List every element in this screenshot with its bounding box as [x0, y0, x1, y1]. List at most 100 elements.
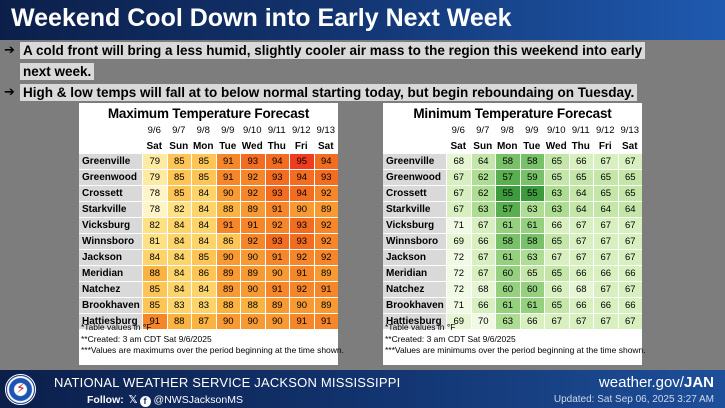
temp-cell: 67: [617, 250, 642, 266]
temp-cell: 68: [446, 154, 471, 170]
temp-cell: 61: [495, 298, 520, 314]
max-temp-table: 9/6 9/7 9/8 9/9 9/10 9/11 9/12 9/13 Sat Sun Mon Tue…: [79, 122, 338, 330]
day-header: Fri: [598, 140, 612, 152]
header-bar: Weekend Cool Down into Early Next Week: [0, 0, 725, 40]
table-row: Jackson 84 84 85 90 90 91 92 92: [79, 250, 338, 266]
temp-cell: 57: [495, 170, 520, 186]
temp-cell: 78: [142, 202, 167, 218]
temp-cell: 67: [544, 250, 569, 266]
temp-cell: 92: [240, 186, 265, 202]
temp-cell: 91: [264, 250, 289, 266]
temp-cell: 57: [495, 202, 520, 218]
table-row: Vicksburg 71 67 61 61 66 67 67 67: [383, 218, 642, 234]
table-row: Brookhaven 85 83 83 88 88 89 90 89: [79, 298, 338, 314]
temp-cell: 94: [313, 154, 338, 170]
temp-cell: 90: [264, 314, 289, 330]
temp-cell: 84: [191, 282, 216, 298]
date-header: 9/8: [196, 124, 210, 136]
city-name: Vicksburg: [383, 218, 446, 234]
corner-cell: [79, 138, 142, 154]
temp-cell: 93: [313, 170, 338, 186]
temp-cell: 85: [191, 250, 216, 266]
temp-cell: 89: [215, 266, 240, 282]
temp-cell: 84: [166, 266, 191, 282]
temp-cell: 85: [166, 186, 191, 202]
temp-cell: 65: [544, 266, 569, 282]
social-handle[interactable]: @NWSJacksonMS: [153, 394, 243, 406]
temp-cell: 65: [519, 266, 544, 282]
max-temp-notes: *Table values in °F **Created: 3 am CDT …: [81, 322, 344, 357]
temp-cell: 63: [544, 202, 569, 218]
temp-cell: 89: [240, 266, 265, 282]
temp-cell: 85: [166, 170, 191, 186]
temp-cell: 91: [289, 266, 314, 282]
facebook-icon[interactable]: f: [139, 396, 151, 407]
temp-cell: 62: [470, 170, 495, 186]
table-row: Vicksburg 82 84 84 91 91 92 93 92: [79, 218, 338, 234]
page-title: Weekend Cool Down into Early Next Week: [11, 4, 512, 32]
city-name: Starkville: [383, 202, 446, 218]
temp-cell: 88: [142, 266, 167, 282]
temp-cell: 86: [191, 266, 216, 282]
temp-cell: 58: [495, 154, 520, 170]
min-temp-panel: Minimum Temperature Forecast 9/6 9/7 9/8 9/…: [383, 103, 646, 365]
temp-cell: 63: [495, 314, 520, 330]
table-row: Meridian 88 84 86 89 89 90 91 89: [79, 266, 338, 282]
city-name: Winnsboro: [79, 234, 142, 250]
temp-cell: 67: [470, 266, 495, 282]
x-logo-icon[interactable]: 𝕏: [128, 394, 138, 406]
temp-cell: 85: [191, 170, 216, 186]
temp-cell: 89: [240, 202, 265, 218]
temp-cell: 83: [191, 298, 216, 314]
temp-cell: 63: [544, 186, 569, 202]
city-name: Greenwood: [79, 170, 142, 186]
temp-cell: 67: [470, 218, 495, 234]
date-header: 9/9: [221, 124, 235, 136]
table-row: Greenwood 79 85 85 91 92 93 94 93: [79, 170, 338, 186]
city-name: Brookhaven: [383, 298, 446, 314]
temp-cell: 91: [215, 170, 240, 186]
temp-cell: 65: [593, 186, 618, 202]
temp-cell: 69: [446, 234, 471, 250]
temp-cell: 67: [568, 234, 593, 250]
city-name: Vicksburg: [79, 218, 142, 234]
temp-cell: 84: [191, 218, 216, 234]
table-row: Greenwood 67 62 57 59 65 65 65 65: [383, 170, 642, 186]
min-temp-notes: *Table values in °F **Created: 3 am CDT …: [385, 322, 646, 357]
temp-cell: 63: [519, 202, 544, 218]
date-header: 9/12: [596, 124, 615, 136]
day-header: Sun: [473, 140, 493, 152]
temp-cell: 89: [313, 266, 338, 282]
day-header: Tue: [219, 140, 237, 152]
temp-cell: 61: [519, 298, 544, 314]
date-header: 9/13: [316, 124, 336, 136]
temp-cell: 71: [446, 218, 471, 234]
temp-cell: 93: [289, 234, 314, 250]
temp-cell: 67: [593, 250, 618, 266]
temp-cell: 79: [142, 154, 167, 170]
temp-cell: 65: [617, 170, 642, 186]
temp-cell: 85: [191, 154, 216, 170]
temp-cell: 94: [289, 170, 314, 186]
temp-cell: 65: [568, 170, 593, 186]
website-link[interactable]: weather.gov/JAN: [599, 374, 714, 391]
note-created: **Created: 3 am CDT Sat 9/6/2025: [385, 333, 516, 344]
corner-cell: [383, 122, 446, 138]
temp-cell: 65: [544, 234, 569, 250]
temp-cell: 67: [568, 314, 593, 330]
temp-cell: 67: [593, 218, 618, 234]
temp-cell: 84: [166, 234, 191, 250]
temp-cell: 66: [544, 218, 569, 234]
table-row: Greenville 79 85 85 91 93 94 95 94: [79, 154, 338, 170]
temp-cell: 91: [215, 154, 240, 170]
temp-cell: 90: [215, 250, 240, 266]
table-row: Crossett 67 62 55 55 63 64 65 65: [383, 186, 642, 202]
temp-cell: 91: [264, 282, 289, 298]
nws-logo-icon[interactable]: ⚡: [5, 374, 36, 405]
temp-cell: 85: [142, 282, 167, 298]
temp-cell: 92: [240, 170, 265, 186]
temp-cell: 85: [142, 298, 167, 314]
temp-cell: 58: [495, 234, 520, 250]
city-name: Greenwood: [383, 170, 446, 186]
